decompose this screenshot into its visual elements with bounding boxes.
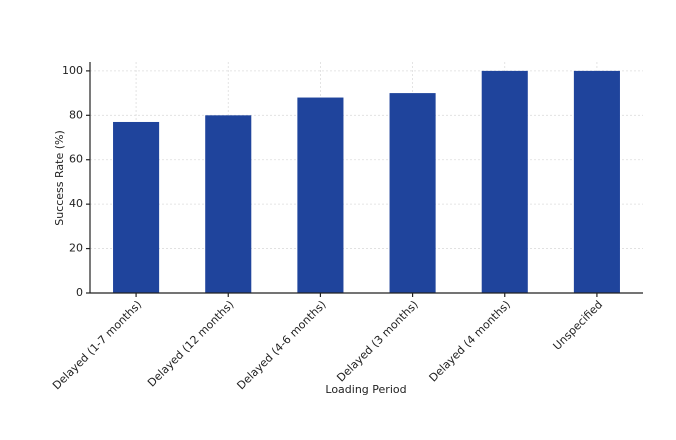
x-tick-label: Delayed (12 months)	[145, 298, 236, 389]
bar	[481, 70, 528, 293]
y-axis-label: Success Rate (%)	[53, 130, 66, 226]
bar	[205, 115, 252, 293]
x-tick-label: Delayed (1-7 months)	[50, 298, 144, 392]
bar	[389, 93, 436, 293]
y-tick-label: 40	[69, 197, 83, 210]
x-tick-label: Delayed (4 months)	[427, 298, 513, 384]
y-tick-label: 0	[76, 286, 83, 299]
x-tick-label: Delayed (3 months)	[334, 298, 420, 384]
y-tick-label: 20	[69, 242, 83, 255]
x-axis-label: Loading Period	[325, 383, 406, 396]
bar	[573, 70, 620, 293]
x-tick-label: Delayed (4-6 months)	[234, 298, 328, 392]
x-tick-label: Unspecified	[551, 298, 606, 353]
bar	[297, 97, 344, 294]
bar	[113, 121, 160, 293]
y-tick-label: 100	[62, 64, 83, 77]
y-tick-label: 80	[69, 108, 83, 121]
y-tick-label: 60	[69, 153, 83, 166]
